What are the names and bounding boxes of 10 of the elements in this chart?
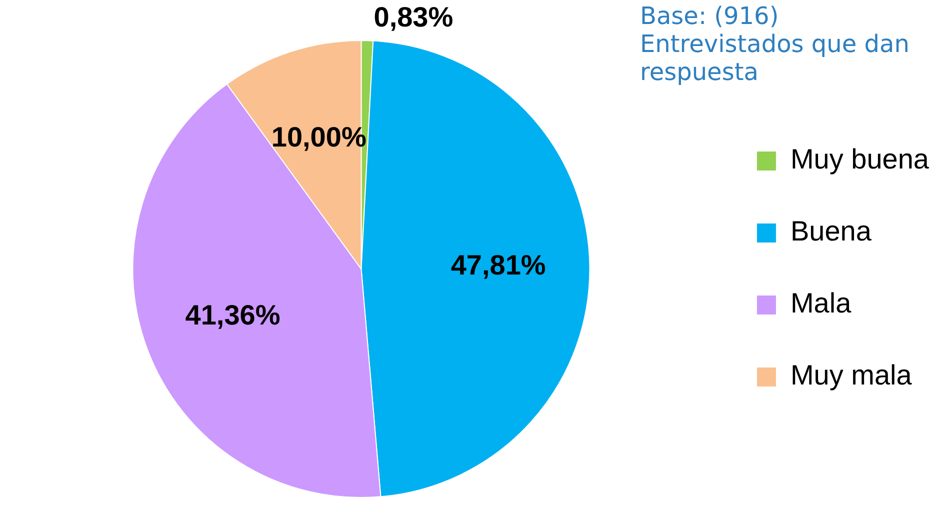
legend-label: Buena — [790, 216, 872, 247]
data-label: 41,36% — [185, 300, 280, 331]
legend-label: Mala — [790, 288, 852, 319]
data-label: 47,81% — [450, 249, 546, 280]
text: Entrevistados que dan respuesta — [640, 30, 910, 86]
data-label: 0,83% — [374, 1, 454, 32]
legend-label: Muy buena — [790, 144, 930, 175]
text: Base: (916) — [640, 2, 780, 30]
legend-label: Muy mala — [790, 360, 912, 391]
data-label: 10,00% — [271, 121, 366, 152]
